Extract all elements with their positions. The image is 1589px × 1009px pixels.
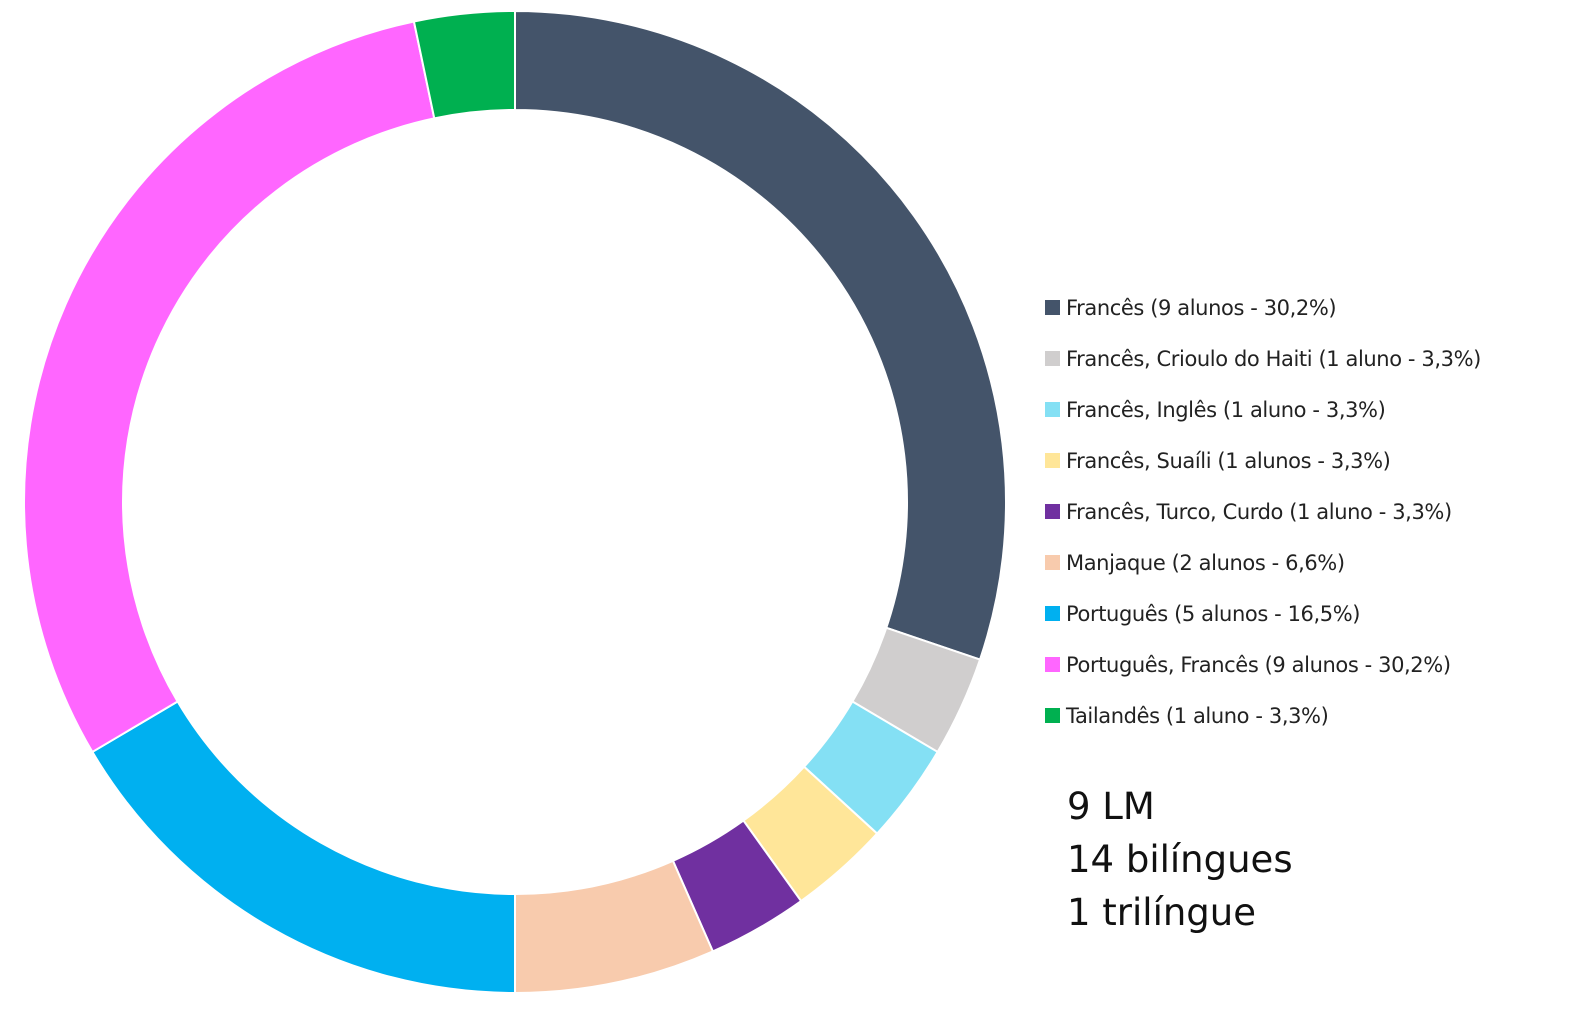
donut-slice-8 (412, 9, 516, 120)
note-bilingual: 14 bilíngues (1067, 838, 1293, 881)
legend-swatch (1045, 555, 1060, 570)
legend-item: Francês, Suaíli (1 alunos - 3,3%) (1045, 435, 1585, 486)
chart-legend: Francês (9 alunos - 30,2%) Francês, Crio… (1045, 282, 1585, 741)
legend-swatch (1045, 402, 1060, 417)
note-trilingual: 1 trilíngue (1067, 891, 1257, 934)
legend-item: Manjaque (2 alunos - 6,6%) (1045, 537, 1585, 588)
legend-item: Francês, Crioulo do Haiti (1 aluno - 3,3… (1045, 333, 1585, 384)
legend-swatch (1045, 300, 1060, 315)
note-mother-tongues: 9 LM (1067, 785, 1155, 828)
donut-slice-7 (23, 20, 436, 754)
legend-swatch (1045, 708, 1060, 723)
legend-label: Tailandês (1 aluno - 3,3%) (1066, 703, 1329, 728)
legend-label: Português (5 alunos - 16,5%) (1066, 601, 1361, 626)
legend-swatch (1045, 351, 1060, 366)
legend-label: Manjaque (2 alunos - 6,6%) (1066, 550, 1345, 575)
legend-label: Português, Francês (9 alunos - 30,2%) (1066, 652, 1451, 677)
legend-label: Francês, Turco, Curdo (1 aluno - 3,3%) (1066, 499, 1452, 524)
legend-item: Português, Francês (9 alunos - 30,2%) (1045, 639, 1585, 690)
legend-label: Francês (9 alunos - 30,2%) (1066, 295, 1337, 320)
summary-notes: 9 LM 14 bilíngues 1 trilíngue (1067, 780, 1567, 939)
legend-item: Francês, Inglês (1 aluno - 3,3%) (1045, 384, 1585, 435)
legend-swatch (1045, 453, 1060, 468)
legend-label: Francês, Inglês (1 aluno - 3,3%) (1066, 397, 1386, 422)
legend-label: Francês, Crioulo do Haiti (1 aluno - 3,3… (1066, 346, 1481, 371)
legend-swatch (1045, 504, 1060, 519)
donut-slice-6 (91, 700, 516, 995)
legend-item: Francês (9 alunos - 30,2%) (1045, 282, 1585, 333)
legend-swatch (1045, 657, 1060, 672)
donut-chart (23, 9, 1007, 995)
legend-item: Tailandês (1 aluno - 3,3%) (1045, 690, 1585, 741)
legend-item: Francês, Turco, Curdo (1 aluno - 3,3%) (1045, 486, 1585, 537)
legend-label: Francês, Suaíli (1 alunos - 3,3%) (1066, 448, 1391, 473)
donut-slice-0 (514, 9, 1007, 661)
legend-swatch (1045, 606, 1060, 621)
legend-item: Português (5 alunos - 16,5%) (1045, 588, 1585, 639)
